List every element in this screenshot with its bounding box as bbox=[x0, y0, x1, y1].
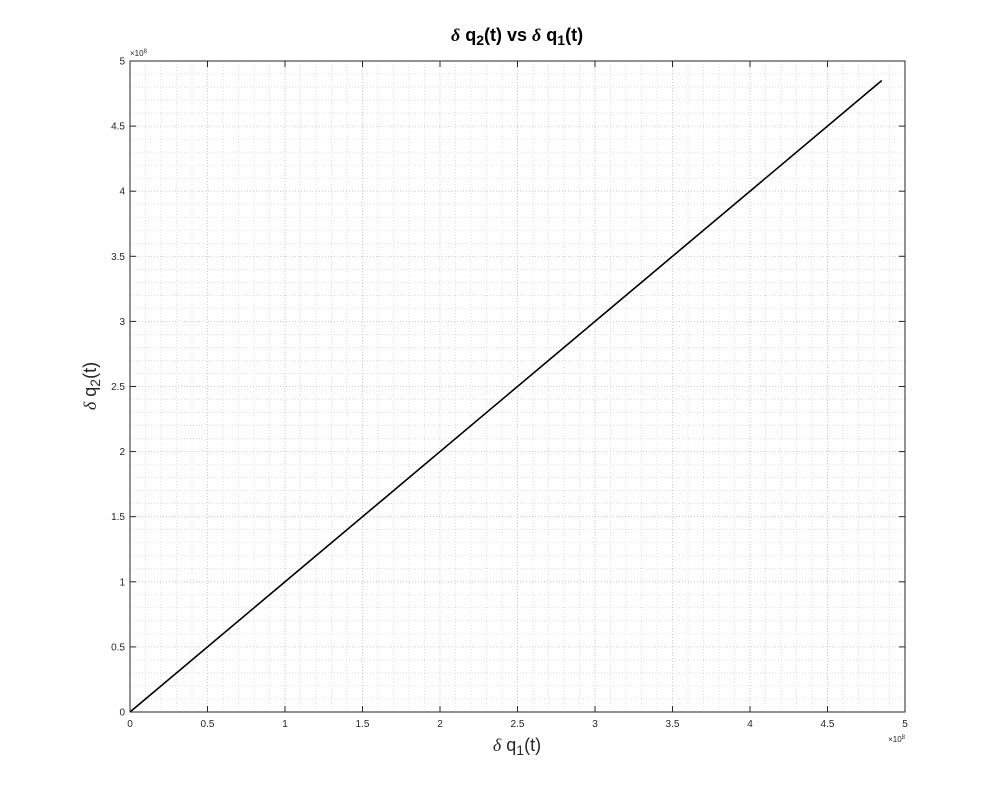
x-tick-labels: 0 0.5 1 1.5 2 2.5 3 3.5 4 4.5 5 bbox=[127, 719, 908, 730]
y-tick-label: 5 bbox=[119, 57, 125, 68]
y-tick-label: 2.5 bbox=[111, 382, 125, 393]
x-axis-label: δ q1(t) bbox=[493, 735, 541, 758]
y-tick-label: 4 bbox=[119, 187, 125, 198]
x-tick-label: 0 bbox=[127, 719, 133, 730]
y-tick-label: 0.5 bbox=[111, 642, 125, 653]
y-axis-label: δ q2(t) bbox=[80, 362, 103, 410]
y-axis-exponent: ×108 bbox=[130, 49, 148, 58]
x-tick-label: 1 bbox=[282, 719, 288, 730]
series-line-0 bbox=[129, 79, 883, 713]
y-tick-label: 3.5 bbox=[111, 252, 125, 263]
x-tick-label: 2.5 bbox=[511, 719, 525, 730]
x-tick-label: 2 bbox=[437, 719, 443, 730]
plot-area: 0 0.5 1 1.5 2 2.5 3 3.5 4 4.5 5 0 0.5 1 1.5 2 2.5 3 3.5 4 4… bbox=[111, 57, 908, 731]
tick-marks bbox=[129, 60, 906, 713]
x-tick-label: 3.5 bbox=[666, 719, 680, 730]
x-tick-label: 5 bbox=[902, 719, 908, 730]
y-tick-label: 4.5 bbox=[111, 122, 125, 133]
x-tick-label: 1.5 bbox=[356, 719, 370, 730]
y-tick-label: 0 bbox=[119, 708, 125, 719]
x-tick-label: 4 bbox=[747, 719, 753, 730]
y-tick-label: 1 bbox=[119, 577, 125, 588]
x-tick-label: 4.5 bbox=[821, 719, 835, 730]
x-tick-label: 3 bbox=[592, 719, 598, 730]
y-tick-label: 2 bbox=[119, 447, 125, 458]
y-tick-label: 1.5 bbox=[111, 512, 125, 523]
x-axis-exponent: ×108 bbox=[888, 735, 906, 744]
y-tick-labels: 0 0.5 1 1.5 2 2.5 3 3.5 4 4.5 5 bbox=[111, 57, 125, 719]
chart-title: δ q2(t) vs δ q1(t) bbox=[451, 25, 583, 48]
x-tick-label: 0.5 bbox=[201, 719, 215, 730]
y-tick-label: 3 bbox=[119, 317, 125, 328]
series-layer bbox=[129, 79, 883, 713]
